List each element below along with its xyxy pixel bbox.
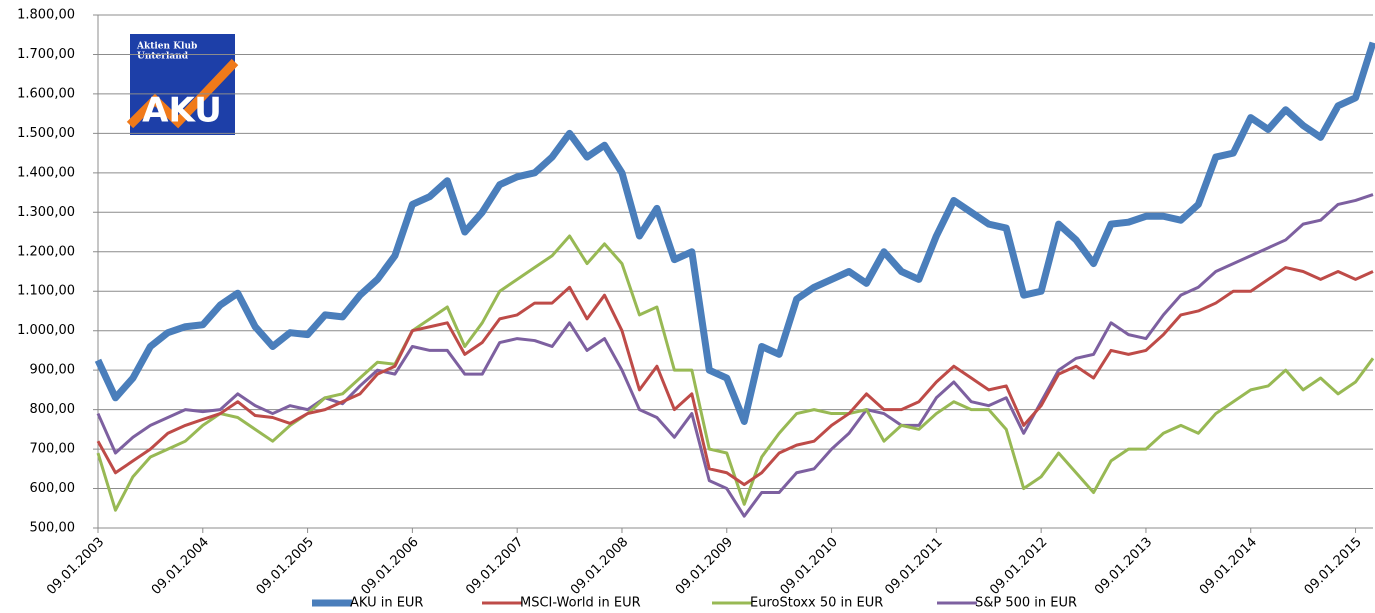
series-line: [94, 41, 1375, 425]
logo-arrow: [126, 58, 239, 129]
logo-text: Unterland: [137, 52, 189, 62]
y-tick-label: 1.600,00: [17, 86, 75, 101]
legend-label: S&P 500 in EUR: [975, 596, 1077, 611]
legend-label: MSCI-World in EUR: [520, 596, 641, 611]
y-tick-label: 800,00: [30, 402, 76, 417]
y-tick-label: 1.200,00: [17, 244, 75, 259]
x-tick-label: 09.01.2009: [673, 535, 736, 598]
y-tick-label: 600,00: [30, 481, 76, 496]
y-tick-label: 1.500,00: [17, 126, 75, 141]
series-line: [96, 266, 1374, 487]
y-tick-label: 1.000,00: [17, 323, 75, 338]
y-tick-label: 1.700,00: [17, 47, 75, 62]
x-tick-label: 09.01.2005: [254, 535, 317, 598]
y-tick-label: 1.300,00: [17, 205, 75, 220]
x-tick-label: 09.01.2013: [1092, 535, 1155, 598]
x-tick-label: 09.01.2012: [987, 535, 1050, 598]
series-line: [96, 193, 1374, 518]
x-tick-label: 09.01.2011: [882, 535, 945, 598]
x-tick-label: 09.01.2014: [1197, 535, 1260, 598]
logo: Aktien Klub Unterland AKU: [126, 34, 239, 135]
x-tick-label: 09.01.2004: [149, 535, 212, 598]
x-tick-label: 09.01.2008: [568, 535, 631, 598]
y-tick-label: 1.400,00: [17, 165, 75, 180]
series-line: [96, 234, 1375, 512]
y-tick-label: 900,00: [30, 363, 76, 378]
x-tick-label: 09.01.2007: [463, 535, 526, 598]
logo-text: Aktien Klub: [136, 42, 197, 52]
logo-mark: AKU: [142, 91, 222, 131]
y-tick-label: 1.100,00: [17, 284, 75, 299]
x-tick-label: 09.01.2006: [358, 535, 421, 598]
y-tick-label: 500,00: [30, 521, 76, 536]
x-tick-label: 09.01.2015: [1302, 535, 1365, 598]
legend-label: AKU in EUR: [350, 596, 423, 611]
y-tick-label: 1.800,00: [17, 8, 75, 23]
x-tick-label: 09.01.2010: [778, 535, 841, 598]
legend-label: EuroStoxx 50 in EUR: [750, 596, 883, 611]
x-tick-label: 09.01.2003: [44, 535, 107, 598]
y-tick-label: 700,00: [30, 442, 76, 457]
